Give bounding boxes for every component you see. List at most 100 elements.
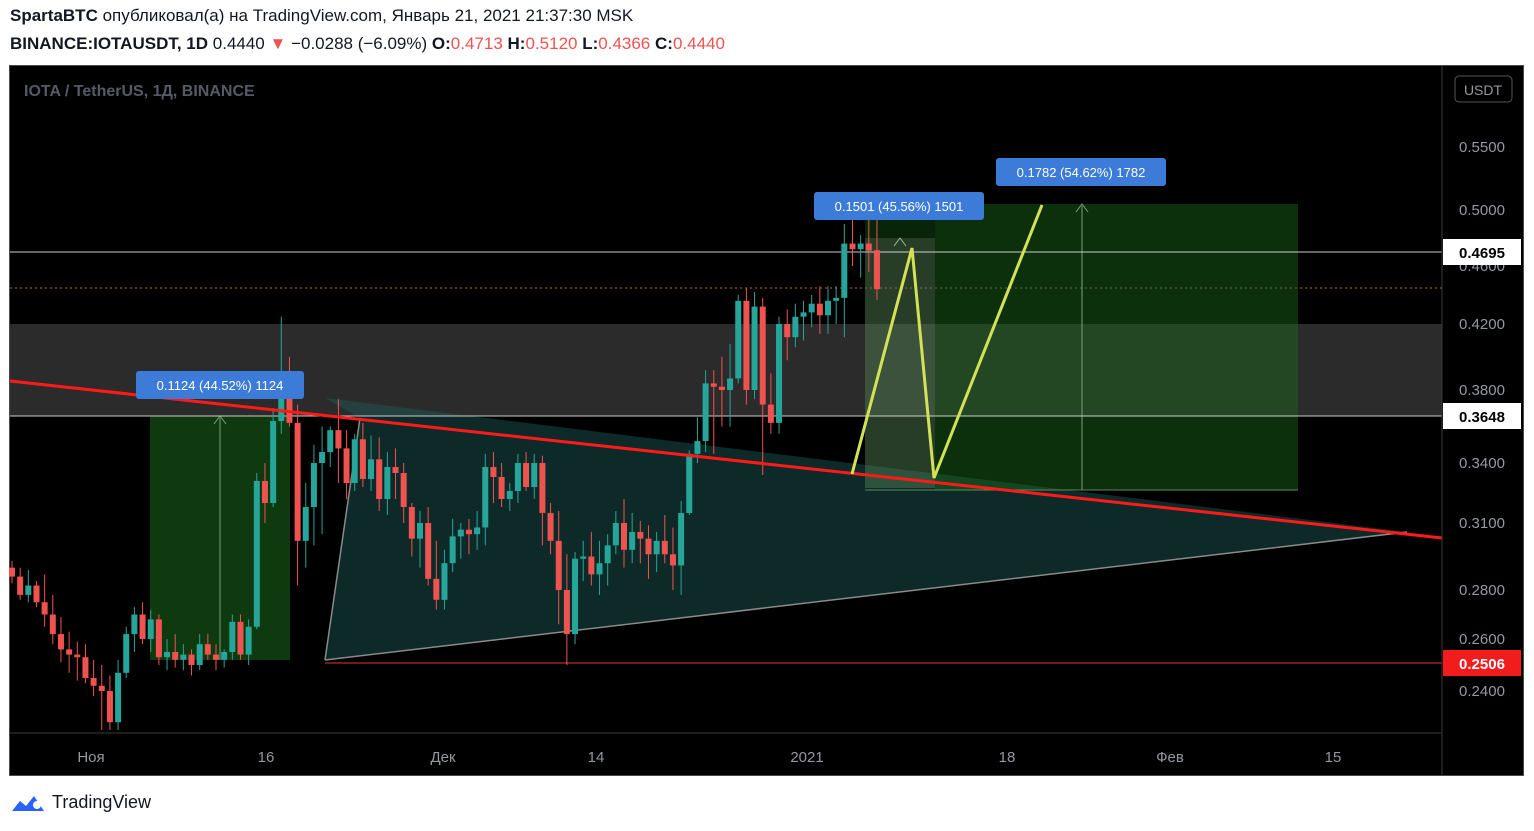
measure-box-3 [935,204,1298,490]
measure-arrowhead-2 [893,237,907,247]
candle-body [74,654,81,658]
candle-body [702,383,709,442]
candle-body [302,507,309,541]
price-tag-1: 0.4695 [1459,245,1505,262]
candle-body [580,556,587,559]
candle-body [278,385,285,422]
y-tick-label: 0.5500 [1459,139,1505,156]
candle-body [759,306,766,405]
candle-body [253,481,260,627]
candle-body [808,303,815,313]
candle-body [661,540,668,555]
candle-body [588,556,595,575]
candle-body [686,453,693,513]
candle-body [441,563,448,600]
candle-body [841,243,848,298]
candle-body [498,477,505,499]
candle-body [751,306,758,390]
candle-body [17,576,24,595]
candle-body [743,300,750,390]
candle-body [188,654,195,665]
open-label: O: [431,34,451,53]
close-value: 0.4440 [672,34,725,53]
publication-line: SpartaBTC опубликовал(а) на TradingView.… [10,6,633,26]
candle-body [825,300,831,316]
candle-body [204,644,211,655]
y-tick-label: 0.2600 [1459,631,1505,648]
measure-label-3: 0.1782 (54.62%) 1782 [1017,165,1146,180]
author-name[interactable]: SpartaBTC [10,6,98,25]
candle-body [343,448,350,483]
currency-label: USDT [1464,82,1503,98]
candle-body [490,467,497,477]
candle-body [857,243,864,250]
x-tick-label: 14 [588,749,605,766]
candle-body [82,657,89,678]
candle-body [800,312,807,317]
high-value: 0.5120 [525,34,578,53]
candle-body [139,614,146,639]
measure-label-2-bg [814,192,984,220]
candle-body [653,540,660,555]
candle-body [873,250,880,290]
candle-body [694,441,701,454]
candle-body [33,585,40,603]
candle-body [621,523,627,550]
price-change: −0.0288 (−6.09%) [291,34,428,53]
x-tick-label: Дек [430,749,456,766]
y-tick-label: 0.2800 [1459,582,1505,599]
candle-body [294,422,301,541]
candle-body [572,558,579,635]
candle-body [9,567,15,577]
last-price: 0.4440 [212,34,265,53]
candle-body [596,563,603,575]
candle-body [115,672,122,723]
candle-body [539,463,546,513]
candle-body [392,467,399,473]
candle-body [865,243,872,251]
currency-button[interactable] [1454,75,1513,103]
candle-body [433,578,440,600]
price-tag-3-bg [1443,650,1521,676]
candle-body [465,529,472,535]
candle-body [196,644,203,665]
x-tick-label: 2021 [790,749,823,766]
x-tick-label: Фев [1156,749,1184,766]
y-tick-label: 0.3100 [1459,515,1505,532]
candle-body [710,383,717,387]
down-arrow-icon: ▼ [269,34,287,53]
symbol-name: BINANCE:IOTAUSDT, 1D [10,34,209,53]
published-text: опубликовал(а) на TradingView.com, Январ… [102,6,634,25]
candle-body [637,531,644,539]
y-tick-label: 0.2400 [1459,683,1505,700]
symbol-line: BINANCE:IOTAUSDT, 1D 0.4440 ▼ −0.0288 (−… [10,34,725,54]
candle-body [237,621,244,655]
candle-body [645,538,652,555]
candle-body [319,452,326,463]
candle-body [474,527,481,535]
candle-body [727,378,734,390]
candles-group [9,194,880,730]
candle-body [98,685,105,691]
candle-body [327,430,334,453]
candle-body [408,507,415,539]
candle-body [784,324,791,338]
y-tick-label: 0.3400 [1459,455,1505,472]
trendline [9,379,1443,540]
candle-body [718,386,725,390]
x-tick-label: Ноя [77,749,104,766]
footer-brand[interactable]: TradingView [10,792,151,813]
candle-body [833,297,840,301]
candle-body [417,523,423,539]
candle-body [792,316,799,338]
candle-body [25,585,32,595]
candle-body [612,523,619,546]
price-tag-2: 0.3648 [1459,409,1505,426]
candle-body [180,654,187,660]
candle-body [400,473,407,507]
candle-body [563,590,570,635]
chart-title: IOTA / TetherUS, 1Д, BINANCE [24,83,255,100]
triangle-lower-line [324,531,1408,661]
candle-body [669,554,676,566]
